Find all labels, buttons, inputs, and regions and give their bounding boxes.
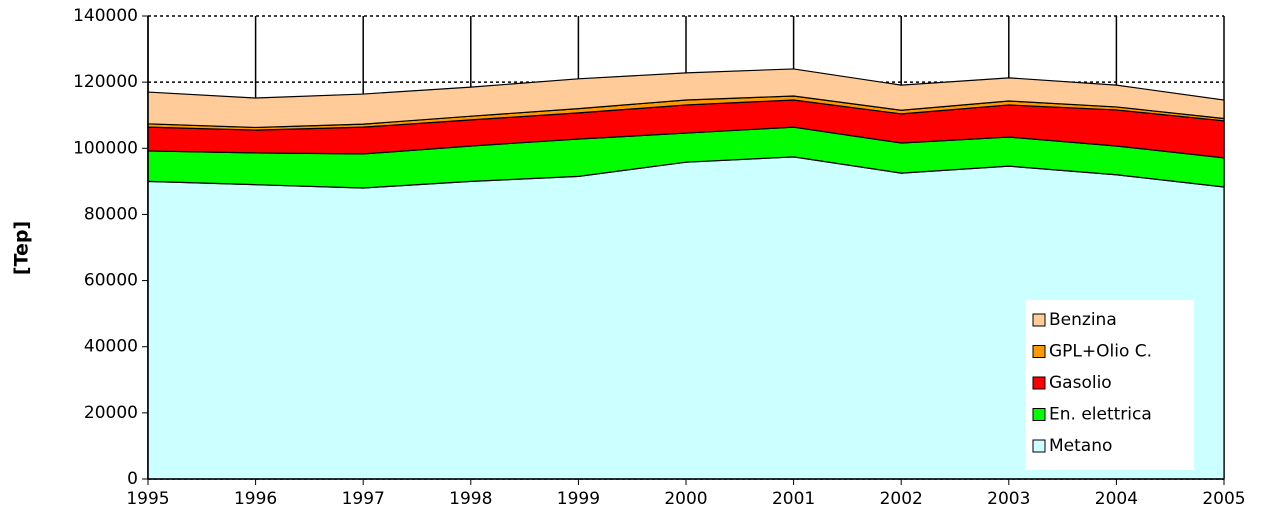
y-tick-label: 40000 — [84, 337, 138, 357]
y-tick-label: 140000 — [73, 6, 138, 26]
y-tick-label: 100000 — [73, 138, 138, 158]
x-tick-label: 1995 — [126, 489, 169, 509]
legend-swatch — [1032, 345, 1046, 358]
x-tick-label: 1999 — [557, 489, 600, 509]
legend-swatch — [1032, 439, 1046, 453]
legend-label: Benzina — [1049, 310, 1117, 330]
legend-swatch — [1032, 408, 1046, 421]
legend-label: GPL+Olio C. — [1049, 342, 1152, 362]
x-tick-label: 2003 — [987, 489, 1030, 509]
y-tick-label: 120000 — [73, 72, 138, 92]
legend-box — [1025, 300, 1194, 470]
x-tick-label: 2002 — [880, 489, 923, 509]
legend-swatch — [1032, 313, 1046, 327]
x-tick-label: 2000 — [664, 489, 707, 509]
x-tick-label: 1996 — [234, 489, 277, 509]
legend-label: Metano — [1049, 436, 1112, 456]
y-tick-label: 80000 — [84, 204, 138, 224]
y-tick-label: 20000 — [84, 403, 138, 423]
y-axis-label: [Tep] — [11, 221, 33, 275]
legend-label: Gasolio — [1049, 373, 1112, 393]
legend-swatch — [1032, 376, 1046, 390]
y-tick-label: 60000 — [84, 271, 138, 291]
y-tick-label: 0 — [127, 469, 138, 489]
legend-label: En. elettrica — [1049, 405, 1152, 425]
x-tick-label: 1998 — [449, 489, 492, 509]
x-tick-label: 1997 — [342, 489, 385, 509]
x-tick-label: 2004 — [1095, 489, 1138, 509]
x-tick-label: 2001 — [772, 489, 815, 509]
area — [147, 68, 1225, 129]
x-tick-label: 2005 — [1202, 489, 1245, 509]
